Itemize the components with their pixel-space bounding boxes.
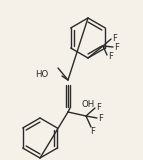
Text: F: F [99, 113, 103, 123]
Text: F: F [91, 127, 95, 136]
Text: HO: HO [35, 69, 48, 79]
Text: OH: OH [82, 100, 95, 108]
Text: F: F [115, 43, 119, 52]
Text: F: F [113, 33, 117, 43]
Text: F: F [109, 52, 113, 60]
Text: F: F [97, 103, 101, 112]
